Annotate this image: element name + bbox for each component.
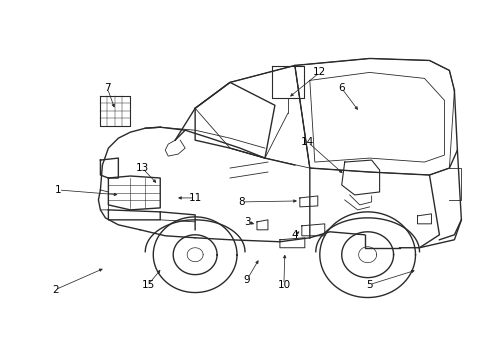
Text: 7: 7 <box>104 84 110 93</box>
Text: 9: 9 <box>243 275 250 285</box>
Text: 11: 11 <box>188 193 202 203</box>
Text: 15: 15 <box>142 280 155 289</box>
Text: 12: 12 <box>312 67 326 77</box>
Text: 6: 6 <box>338 84 345 93</box>
Text: 3: 3 <box>243 217 250 227</box>
Text: 1: 1 <box>55 185 61 195</box>
Text: 5: 5 <box>366 280 372 289</box>
Text: 4: 4 <box>291 230 298 240</box>
Text: 8: 8 <box>238 197 245 207</box>
Text: 13: 13 <box>135 163 149 173</box>
Text: 14: 14 <box>301 137 314 147</box>
Text: 10: 10 <box>277 280 290 289</box>
Text: 2: 2 <box>52 284 59 294</box>
